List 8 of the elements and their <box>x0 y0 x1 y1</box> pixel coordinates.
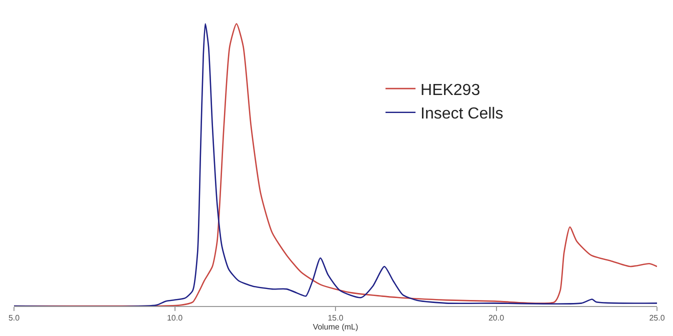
x-tick-label: 10.0 <box>166 314 184 323</box>
legend-label: HEK293 <box>420 82 480 99</box>
x-tick-label: 20.0 <box>488 314 505 323</box>
x-tick-label: 5.0 <box>8 314 20 323</box>
x-tick-label: 15.0 <box>328 314 344 323</box>
x-tick-label: 25.0 <box>649 314 666 323</box>
x-axis-title: Volume (mL) <box>312 322 359 332</box>
legend-label: Insect Cells <box>420 106 504 123</box>
